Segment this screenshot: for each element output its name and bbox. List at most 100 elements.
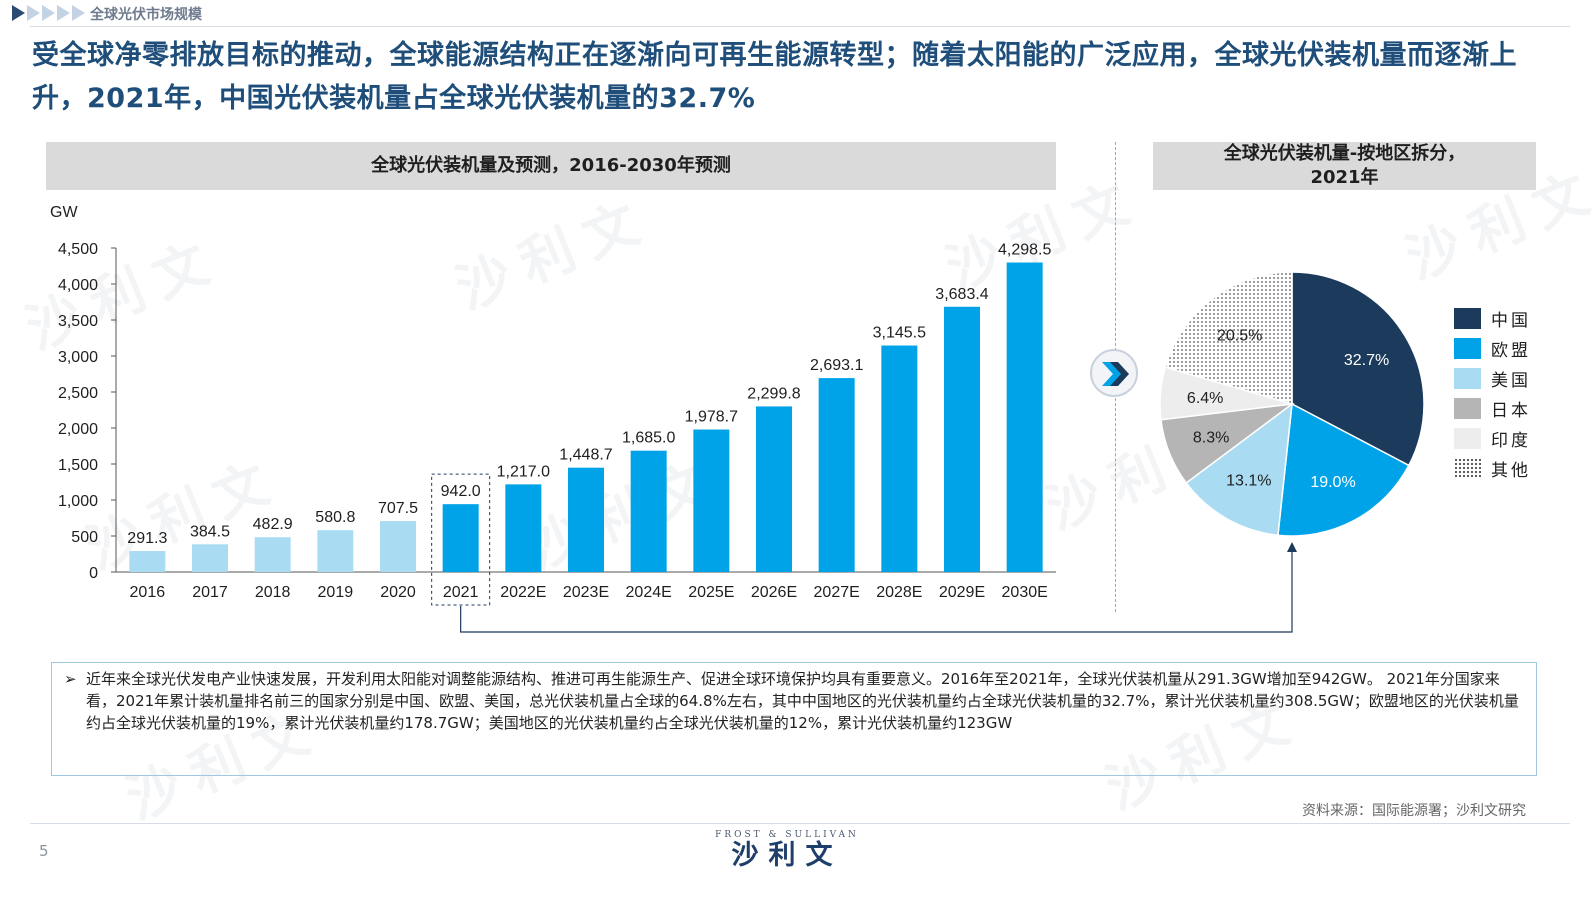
bar	[380, 521, 416, 572]
y-tick-label: 3,500	[58, 313, 98, 330]
bar	[944, 306, 980, 572]
bar-value-label: 384.5	[190, 523, 230, 540]
legend-item: 日本	[1454, 393, 1531, 423]
bar-chart-title: 全球光伏装机量及预测，2016-2030年预测	[46, 142, 1056, 190]
x-tick-label: 2028E	[876, 584, 922, 601]
bar	[881, 345, 918, 572]
legend-item: 其他	[1454, 453, 1531, 483]
section-header: 全球光伏市场规模	[0, 0, 1596, 28]
pie-title-line1: 全球光伏装机量-按地区拆分，	[1223, 143, 1466, 164]
x-tick-label: 2019	[318, 584, 354, 601]
legend-item: 中国	[1454, 303, 1531, 333]
connector-arrow	[460, 542, 1297, 633]
connector-arrowhead	[1287, 542, 1297, 552]
source-note: 资料来源：国际能源署；沙利文研究	[1302, 803, 1526, 819]
bar-value-label: 942.0	[441, 483, 481, 500]
legend-item: 美国	[1454, 363, 1531, 393]
page-number: 5	[39, 842, 49, 860]
pie-chart: 32.7% 19.0% 13.1% 8.3% 6.4% 20.5%	[1159, 271, 1425, 537]
bar-value-label: 1,448.7	[559, 447, 612, 464]
bar	[630, 450, 667, 572]
legend-swatch	[1454, 307, 1481, 329]
bar-value-label: 2,693.1	[810, 357, 863, 374]
bar	[818, 378, 855, 572]
x-tick-label: 2027E	[814, 584, 860, 601]
logo-tagline: FROST & SULLIVAN	[715, 830, 859, 840]
bar	[693, 429, 730, 572]
x-tick-label: 2024E	[626, 584, 672, 601]
x-tick-label: 2026E	[751, 584, 797, 601]
bar-value-label: 4,298.5	[998, 242, 1051, 259]
legend-swatch	[1454, 397, 1481, 419]
legend-label: 中国	[1491, 310, 1531, 331]
bar	[568, 467, 604, 572]
pie-slice	[1277, 402, 1410, 537]
legend-item: 印度	[1454, 423, 1531, 453]
legend-swatch	[1454, 457, 1481, 479]
pie-value-label: 6.4%	[1187, 390, 1223, 407]
bar-chart: GW 0 500 1,000 1,500 2,000 2,500 3,000 3,500 4,00…	[50, 204, 1056, 606]
x-tick-label: 2025E	[688, 584, 734, 601]
y-tick-label: 2,000	[58, 421, 98, 438]
section-tag: 全球光伏市场规模	[90, 7, 202, 23]
bar-value-label: 291.3	[127, 530, 167, 547]
bullet-arrow-icon: ➢	[64, 670, 77, 688]
x-tick-label: 2020	[380, 584, 416, 601]
legend-label: 日本	[1491, 400, 1531, 421]
x-tick-label: 2018	[255, 584, 291, 601]
x-tick-label: 2029E	[939, 584, 985, 601]
bar-value-label: 2,299.8	[747, 385, 800, 402]
summary-box: ➢ 近年来全球光伏发电产业快速发展，开发利用太阳能对调整能源结构、推进可再生能源…	[51, 662, 1537, 776]
frost-sullivan-logo: FROST & SULLIVAN 沙利文	[702, 830, 872, 872]
y-tick-label: 2,500	[58, 385, 98, 402]
x-tick-label: 2021	[443, 584, 479, 601]
legend-label: 美国	[1491, 370, 1531, 391]
legend-item: 欧盟	[1454, 333, 1531, 363]
highlight-box	[431, 473, 491, 606]
logo-wordmark: 沙利文	[731, 840, 843, 871]
bar	[756, 406, 792, 572]
pie-title-line2: 2021年	[1310, 167, 1379, 188]
legend-label: 印度	[1491, 430, 1531, 451]
legend-label: 欧盟	[1491, 340, 1531, 361]
bar	[505, 484, 542, 572]
bar	[442, 504, 479, 572]
bar	[129, 551, 166, 572]
bar-value-label: 3,683.4	[935, 286, 988, 303]
chevron-icon	[12, 5, 87, 21]
legend-label: 其他	[1491, 460, 1531, 481]
bar-value-label: 1,978.7	[685, 409, 738, 426]
bar-value-label: 1,217.0	[497, 463, 550, 480]
bar	[192, 544, 228, 572]
pie-value-label: 8.3%	[1193, 429, 1229, 446]
y-tick-label: 0	[89, 565, 98, 582]
bar-value-label: 482.9	[253, 516, 293, 533]
y-tick-label: 1,500	[58, 457, 98, 474]
x-tick-label: 2017	[192, 584, 228, 601]
y-tick-label: 4,000	[58, 277, 98, 294]
bar	[1006, 262, 1043, 572]
pie-slice	[1185, 402, 1293, 537]
x-tick-label: 2016	[130, 584, 166, 601]
x-tick-label: 2023E	[563, 584, 609, 601]
bar-value-label: 580.8	[315, 509, 355, 526]
y-tick-label: 500	[71, 529, 98, 546]
y-tick-label: 4,500	[58, 241, 98, 258]
bar	[254, 537, 291, 572]
legend-swatch	[1454, 427, 1481, 449]
pie-slice	[1291, 271, 1425, 467]
bar-value-label: 3,145.5	[873, 325, 926, 342]
y-axis-label: GW	[50, 204, 78, 221]
legend-swatch	[1454, 337, 1481, 359]
legend-swatch	[1454, 367, 1481, 389]
pie-value-label: 20.5%	[1217, 327, 1262, 344]
x-tick-label: 2022E	[500, 584, 546, 601]
y-tick-label: 1,000	[58, 493, 98, 510]
pie-slice	[1164, 271, 1293, 405]
forward-arrow-icon	[1090, 349, 1138, 397]
page-headline: 受全球净零排放目标的推动，全球能源结构正在逐渐向可再生能源转型；随着太阳能的广泛…	[32, 40, 1517, 114]
pie-legend: 中国 欧盟 美国 日本 印度 其他	[1454, 303, 1531, 483]
bottom-divider	[30, 823, 1570, 824]
connector-line	[460, 550, 1293, 633]
